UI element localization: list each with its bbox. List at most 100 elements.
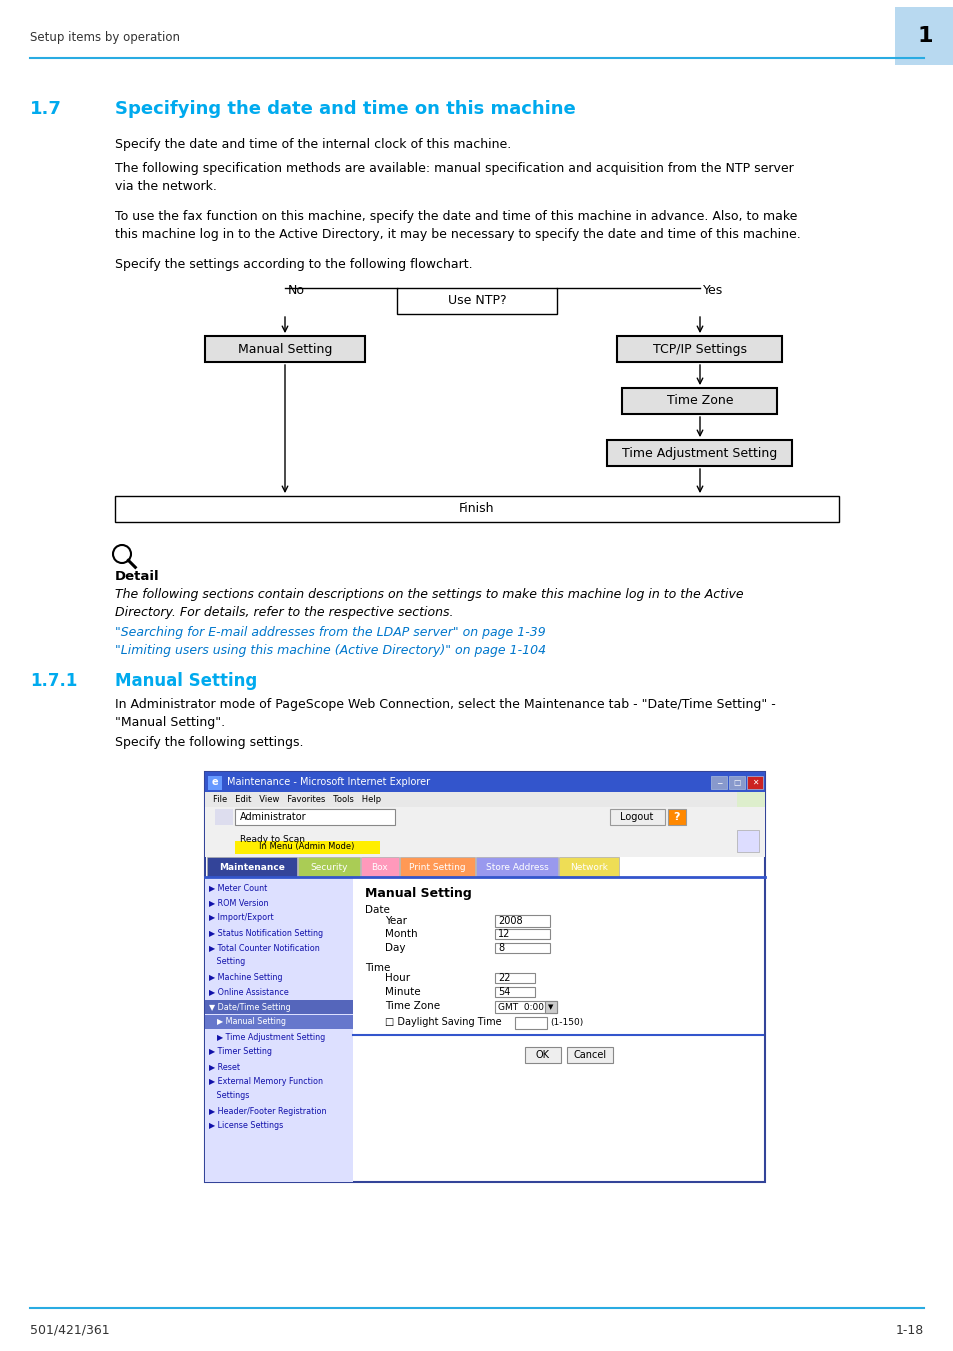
Text: 54: 54 xyxy=(497,988,510,997)
Text: Setting: Setting xyxy=(209,958,245,966)
Text: ▶ Manual Setting: ▶ Manual Setting xyxy=(216,1017,286,1027)
Bar xyxy=(737,830,759,852)
Bar xyxy=(234,842,379,854)
Text: Ready to Scan: Ready to Scan xyxy=(240,835,305,843)
Text: Network: Network xyxy=(570,862,607,871)
Bar xyxy=(396,288,557,313)
Text: ▶ Online Assistance: ▶ Online Assistance xyxy=(209,988,289,997)
Text: ▶ ROM Version: ▶ ROM Version xyxy=(209,898,268,908)
Text: □ Daylight Saving Time: □ Daylight Saving Time xyxy=(385,1017,501,1027)
Bar xyxy=(399,857,475,877)
Bar xyxy=(214,809,233,825)
Text: Date: Date xyxy=(365,905,390,915)
Text: ▶ Import/Export: ▶ Import/Export xyxy=(209,913,274,923)
Bar xyxy=(495,988,535,997)
Bar xyxy=(495,973,535,984)
Bar xyxy=(205,1000,353,1015)
Bar xyxy=(746,775,762,789)
Bar xyxy=(205,792,764,807)
Text: 1.7: 1.7 xyxy=(30,100,62,118)
Bar xyxy=(728,775,744,789)
Text: Specify the date and time of the internal clock of this machine.: Specify the date and time of the interna… xyxy=(115,138,511,151)
Text: ▶ License Settings: ▶ License Settings xyxy=(209,1121,283,1131)
Text: Manual Setting: Manual Setting xyxy=(365,888,471,901)
Text: ▶ Timer Setting: ▶ Timer Setting xyxy=(209,1047,272,1056)
Text: ▶ Time Adjustment Setting: ▶ Time Adjustment Setting xyxy=(216,1032,325,1042)
Text: 501/421/361: 501/421/361 xyxy=(30,1324,110,1336)
Text: Specify the following settings.: Specify the following settings. xyxy=(115,736,303,748)
Bar xyxy=(737,792,764,807)
Text: Manual Setting: Manual Setting xyxy=(115,671,257,690)
Bar xyxy=(360,857,398,877)
Bar xyxy=(566,1047,613,1063)
Text: □: □ xyxy=(733,778,740,788)
Text: (1-150): (1-150) xyxy=(550,1019,582,1028)
Text: The following sections contain descriptions on the settings to make this machine: The following sections contain descripti… xyxy=(115,588,742,619)
Text: ▶ Reset: ▶ Reset xyxy=(209,1062,240,1071)
Bar xyxy=(617,336,781,362)
Text: File   Edit   View   Favorites   Tools   Help: File Edit View Favorites Tools Help xyxy=(213,794,381,804)
Text: Use NTP?: Use NTP? xyxy=(447,295,506,308)
Text: Day: Day xyxy=(385,943,405,952)
Text: Month: Month xyxy=(385,929,417,939)
Text: Specifying the date and time on this machine: Specifying the date and time on this mac… xyxy=(115,100,576,118)
Bar xyxy=(205,877,353,1182)
Text: 8: 8 xyxy=(497,943,503,952)
Text: TCP/IP Settings: TCP/IP Settings xyxy=(652,343,746,355)
Bar xyxy=(495,943,550,952)
Bar xyxy=(205,807,764,857)
Text: ▶ Meter Count: ▶ Meter Count xyxy=(209,884,267,893)
Text: Year: Year xyxy=(385,916,407,925)
Text: Time Zone: Time Zone xyxy=(385,1001,439,1011)
Text: Store Address: Store Address xyxy=(485,862,548,871)
Bar xyxy=(607,440,792,466)
Bar xyxy=(544,1001,557,1013)
Text: Yes: Yes xyxy=(702,284,722,297)
Text: "Limiting users using this machine (Active Directory)" on page 1-104: "Limiting users using this machine (Acti… xyxy=(115,644,545,657)
Bar xyxy=(205,771,764,1182)
Text: ▶ External Memory Function: ▶ External Memory Function xyxy=(209,1078,323,1086)
Text: e: e xyxy=(212,777,218,788)
Text: The following specification methods are available: manual specification and acqu: The following specification methods are … xyxy=(115,162,793,193)
Text: ✕: ✕ xyxy=(751,778,758,788)
Bar xyxy=(515,1017,546,1029)
Bar xyxy=(205,336,365,362)
Bar xyxy=(495,929,550,939)
Text: ▼ Date/Time Setting: ▼ Date/Time Setting xyxy=(209,1002,291,1012)
Bar xyxy=(894,7,953,65)
Text: ▶ Total Counter Notification: ▶ Total Counter Notification xyxy=(209,943,319,952)
Text: Finish: Finish xyxy=(458,503,495,516)
Bar xyxy=(207,857,296,877)
Bar xyxy=(234,809,395,825)
Text: Settings: Settings xyxy=(209,1092,249,1101)
Bar xyxy=(622,388,777,413)
Text: Time Zone: Time Zone xyxy=(666,394,733,408)
Text: Print Setting: Print Setting xyxy=(409,862,465,871)
Text: Logout: Logout xyxy=(619,812,653,821)
Bar xyxy=(115,496,838,521)
Text: ▶ Machine Setting: ▶ Machine Setting xyxy=(209,973,282,981)
Text: Maintenance - Microsoft Internet Explorer: Maintenance - Microsoft Internet Explore… xyxy=(227,777,430,788)
Bar xyxy=(208,775,222,790)
Text: Manual Setting: Manual Setting xyxy=(237,343,332,355)
Text: No: No xyxy=(288,284,305,297)
Bar xyxy=(667,809,685,825)
Text: 1-18: 1-18 xyxy=(895,1324,923,1336)
Bar xyxy=(558,857,618,877)
Text: GMT  0:00: GMT 0:00 xyxy=(497,1002,543,1012)
Text: ?: ? xyxy=(673,812,679,821)
Bar xyxy=(205,1015,353,1029)
Text: ▶ Status Notification Setting: ▶ Status Notification Setting xyxy=(209,928,323,938)
Text: ▶ Header/Footer Registration: ▶ Header/Footer Registration xyxy=(209,1106,326,1116)
Text: Security: Security xyxy=(310,862,348,871)
Text: Hour: Hour xyxy=(385,973,410,984)
Text: Cancel: Cancel xyxy=(573,1050,606,1061)
Text: To use the fax function on this machine, specify the date and time of this machi: To use the fax function on this machine,… xyxy=(115,209,800,240)
Bar xyxy=(710,775,726,789)
Bar xyxy=(205,771,764,792)
Text: Minute: Minute xyxy=(385,988,420,997)
Text: Maintenance: Maintenance xyxy=(219,862,285,871)
Bar xyxy=(609,809,664,825)
Bar xyxy=(297,857,359,877)
Text: In Administrator mode of PageScope Web Connection, select the Maintenance tab - : In Administrator mode of PageScope Web C… xyxy=(115,698,775,730)
